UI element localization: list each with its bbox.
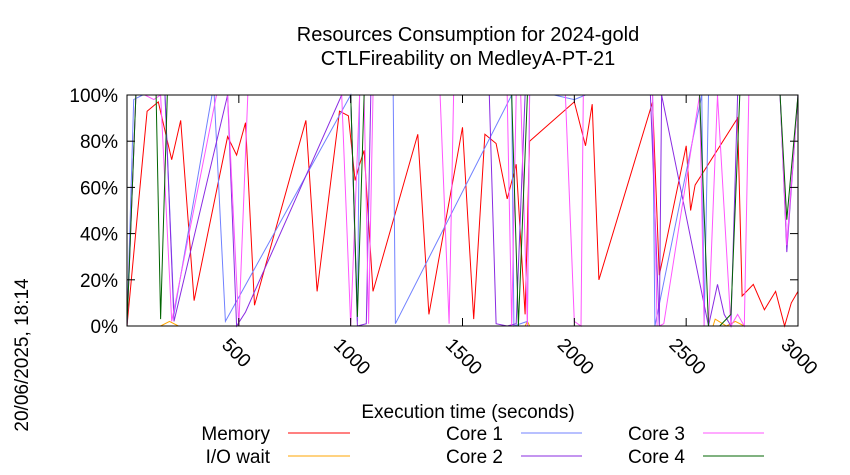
y-tick-label: 0% — [91, 317, 119, 338]
timestamp-label: 20/06/2025, 18:14 — [12, 278, 33, 432]
chart-title-line-2: CTLFireability on MedleyA-PT-21 — [321, 48, 616, 70]
legend-label-i-o-wait: I/O wait — [206, 447, 271, 468]
y-tick-label: 40% — [80, 225, 118, 246]
x-axis-label: Execution time (seconds) — [361, 402, 574, 423]
y-tick-label: 100% — [69, 86, 118, 107]
series-line-core-2 — [126, 94, 799, 328]
series-line-memory — [126, 100, 799, 328]
legend-label-core-3: Core 3 — [628, 424, 685, 445]
chart-title-line-1: Resources Consumption for 2024-gold — [297, 24, 639, 46]
y-tick-label: 80% — [80, 132, 118, 153]
series-line-core-3 — [126, 94, 799, 328]
y-tick-label: 60% — [80, 178, 118, 199]
legend-label-core-4: Core 4 — [628, 447, 685, 468]
legend-label-core-2: Core 2 — [446, 447, 503, 468]
legend-label-core-1: Core 1 — [446, 424, 503, 445]
y-tick-label: 20% — [80, 271, 118, 292]
legend-label-memory: Memory — [201, 424, 270, 445]
